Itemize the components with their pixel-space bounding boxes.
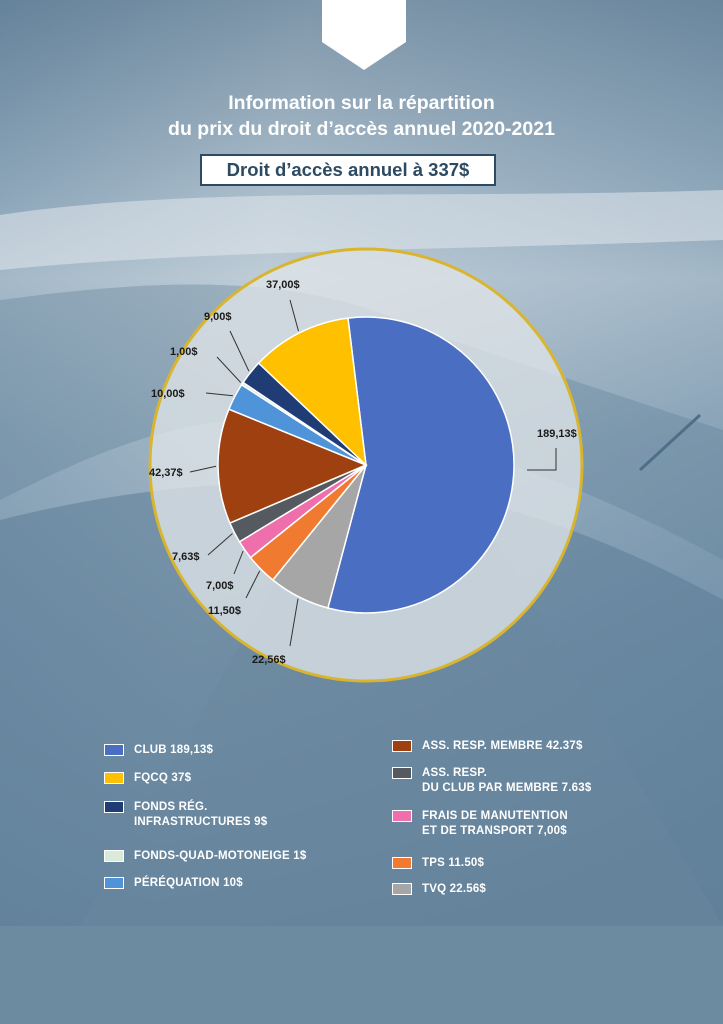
legend-item: ASS. RESP. DU CLUB PAR MEMBRE 7.63$ bbox=[392, 766, 591, 796]
legend-label: ASS. RESP. MEMBRE 42.37$ bbox=[422, 740, 583, 752]
legend-label: TPS 11.50$ bbox=[422, 857, 485, 869]
page-title: Information sur la répartition du prix d… bbox=[0, 90, 723, 142]
legend-swatch bbox=[392, 810, 412, 822]
legend-item: FQCQ 37$ bbox=[104, 771, 191, 786]
legend-swatch bbox=[392, 883, 412, 895]
legend-label: FONDS-QUAD-MOTONEIGE 1$ bbox=[134, 850, 307, 862]
legend-label: TVQ 22.56$ bbox=[422, 883, 487, 895]
legend-label: FQCQ 37$ bbox=[134, 772, 192, 784]
top-tab-marker bbox=[322, 0, 406, 70]
data-label-fonds_reg: 9,00$ bbox=[204, 311, 232, 323]
data-label-club: 189,13$ bbox=[537, 428, 577, 440]
pie-slice-ass_membre bbox=[217, 408, 368, 525]
leader-line-fonds_quad bbox=[216, 356, 242, 383]
leader-line-frais bbox=[233, 550, 244, 575]
pie-slice-club bbox=[326, 316, 515, 614]
legend-swatch bbox=[104, 877, 124, 889]
title-line-1: Information sur la répartition bbox=[228, 92, 495, 114]
data-label-fqcq: 37,00$ bbox=[266, 279, 300, 291]
legend-item: TVQ 22.56$ bbox=[392, 882, 486, 897]
leader-line-ass_club bbox=[207, 533, 233, 556]
pie-slice-fqcq bbox=[257, 317, 367, 467]
legend-item: CLUB 189,13$ bbox=[104, 743, 213, 758]
footer-band bbox=[0, 926, 723, 1024]
legend-item: FRAIS DE MANUTENTION ET DE TRANSPORT 7,00… bbox=[392, 809, 568, 839]
legend-swatch bbox=[104, 850, 124, 862]
data-label-perequation: 10,00$ bbox=[151, 388, 185, 400]
legend-label: PÉRÉQUATION 10$ bbox=[134, 877, 243, 889]
legend-label: FONDS RÉG. INFRASTRUCTURES 9$ bbox=[134, 801, 268, 828]
legend-label: FRAIS DE MANUTENTION ET DE TRANSPORT 7,00… bbox=[422, 810, 568, 837]
legend-item: PÉRÉQUATION 10$ bbox=[104, 876, 243, 891]
legend-swatch bbox=[392, 857, 412, 869]
legend-label: CLUB 189,13$ bbox=[134, 744, 214, 756]
title-line-2: du prix du droit d’accès annuel 2020-202… bbox=[168, 118, 555, 140]
data-label-frais: 7,00$ bbox=[206, 580, 234, 592]
leader-line-tvq bbox=[289, 598, 299, 647]
data-label-tps: 11,50$ bbox=[208, 605, 241, 617]
data-label-fonds_quad: 1,00$ bbox=[170, 346, 198, 358]
data-label-ass_membre: 42,37$ bbox=[149, 467, 183, 479]
legend-swatch bbox=[104, 801, 124, 813]
legend-item: FONDS RÉG. INFRASTRUCTURES 9$ bbox=[104, 800, 267, 830]
data-label-ass_club: 7,63$ bbox=[172, 551, 200, 563]
data-label-tvq: 22,56$ bbox=[252, 654, 286, 666]
legend-item: FONDS-QUAD-MOTONEIGE 1$ bbox=[104, 849, 306, 864]
leader-line-tps bbox=[245, 570, 261, 599]
leader-line-perequation bbox=[205, 392, 233, 397]
leader-line-fqcq bbox=[289, 299, 299, 332]
leader-line-fonds_reg bbox=[229, 330, 250, 372]
legend-swatch bbox=[104, 772, 124, 784]
legend-item: ASS. RESP. MEMBRE 42.37$ bbox=[392, 739, 583, 754]
price-box: Droit d’accès annuel à 337$ bbox=[200, 154, 496, 186]
legend-item: TPS 11.50$ bbox=[392, 856, 484, 871]
legend-swatch bbox=[392, 767, 412, 779]
pie-chart: 189,13$ 22,56$ 11,50$ 7,00$ 7,63$ 42,37$ 10,00… bbox=[148, 247, 584, 683]
leader-line-ass_membre bbox=[189, 465, 217, 473]
leader-line-club bbox=[527, 448, 557, 471]
legend-swatch bbox=[392, 740, 412, 752]
legend-swatch bbox=[104, 744, 124, 756]
legend-label: ASS. RESP. DU CLUB PAR MEMBRE 7.63$ bbox=[422, 767, 592, 794]
